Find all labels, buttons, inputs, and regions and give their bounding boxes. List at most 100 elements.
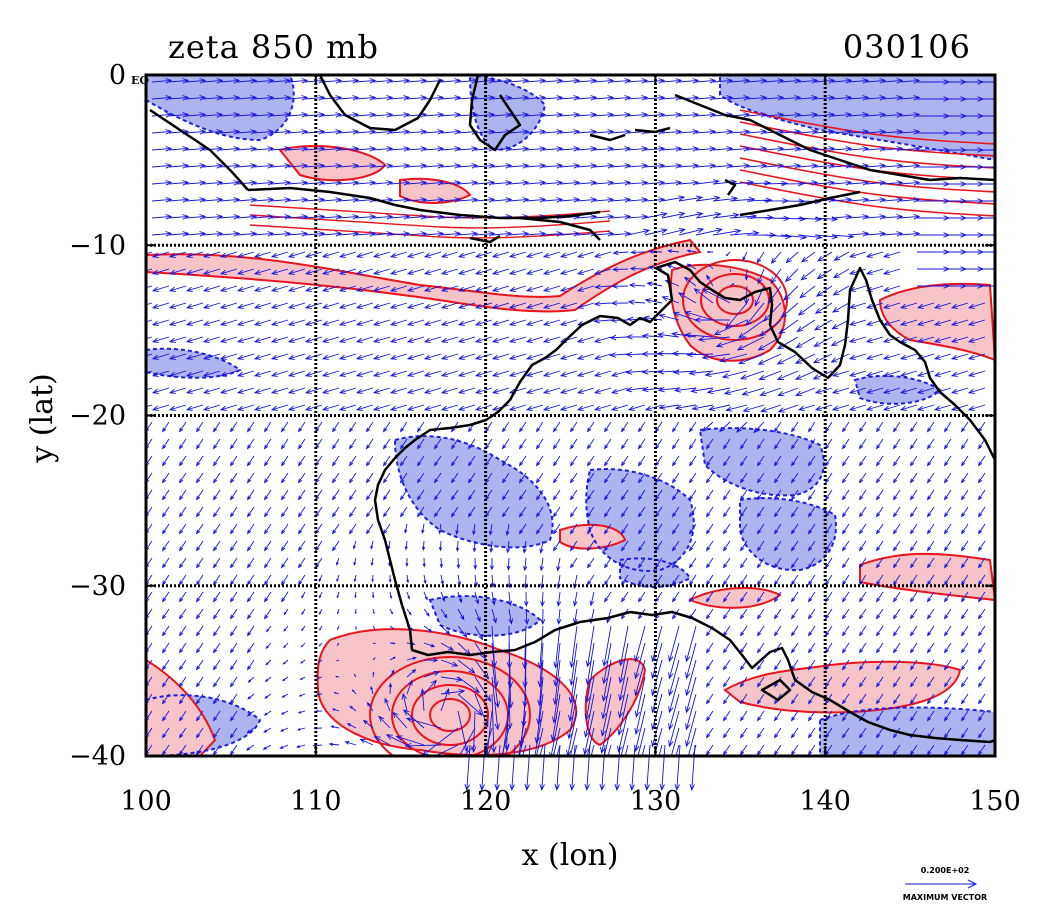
wind-vector xyxy=(355,370,374,377)
wind-vector xyxy=(668,642,680,680)
wind-vector xyxy=(753,421,765,434)
wind-vector xyxy=(705,591,714,603)
wind-vector xyxy=(168,163,190,169)
wind-vector xyxy=(773,506,782,518)
wind-vector xyxy=(372,370,391,377)
wind-vector xyxy=(467,455,476,467)
wind-vector xyxy=(338,404,357,411)
x-tick-label: 100 xyxy=(120,786,172,817)
wind-vector xyxy=(202,336,221,343)
wind-vector xyxy=(474,95,496,101)
wind-vector xyxy=(491,676,500,731)
wind-vector xyxy=(875,506,884,518)
wind-vector xyxy=(858,472,867,484)
wind-vector xyxy=(280,574,289,586)
wind-vector xyxy=(926,540,935,552)
wind-vector xyxy=(712,146,734,152)
wind-vector xyxy=(977,540,986,552)
wind-vector xyxy=(576,95,598,101)
y-tick-label: −20 xyxy=(69,401,126,432)
wind-vector xyxy=(967,370,986,377)
wind-vector xyxy=(584,676,595,721)
positive-contour xyxy=(249,214,611,229)
wind-vector xyxy=(406,668,417,678)
wind-vector xyxy=(280,591,289,603)
wind-vector xyxy=(372,163,394,169)
wind-vector xyxy=(287,370,306,377)
wind-vector xyxy=(458,727,476,756)
wind-vector xyxy=(399,489,408,501)
wind-vector xyxy=(705,659,714,671)
wind-vector xyxy=(609,334,629,341)
wind-vector xyxy=(535,421,544,433)
wind-vector xyxy=(909,472,918,484)
wind-vector xyxy=(620,540,629,552)
wind-vector xyxy=(372,251,391,258)
wind-vector xyxy=(178,642,187,654)
wind-vector xyxy=(599,744,606,791)
wind-vector xyxy=(797,404,816,411)
wind-vector xyxy=(627,112,649,118)
wind-vector xyxy=(814,95,836,101)
wind-vector xyxy=(943,642,952,654)
wind-vector xyxy=(229,642,238,654)
wind-vector xyxy=(270,353,289,360)
wind-vector xyxy=(950,387,969,394)
wind-vector xyxy=(246,642,255,654)
wind-vector xyxy=(943,438,952,450)
wind-vector xyxy=(576,146,598,152)
wind-vector xyxy=(219,214,241,220)
wind-vector xyxy=(686,249,697,253)
wind-vector xyxy=(678,195,704,202)
wind-vector xyxy=(627,78,649,84)
wind-vector xyxy=(178,659,187,671)
wind-vector xyxy=(858,540,867,552)
wind-vector xyxy=(773,608,782,620)
wind-vector xyxy=(926,608,935,620)
wind-vector xyxy=(304,387,323,394)
wind-vector xyxy=(508,353,527,360)
wind-vector xyxy=(651,676,663,714)
wind-vector xyxy=(151,285,170,292)
wind-vector xyxy=(629,266,646,272)
wind-vector xyxy=(467,489,476,501)
wind-vector xyxy=(899,78,921,84)
wind-vector xyxy=(678,211,704,219)
wind-vector xyxy=(739,574,748,586)
wind-vector xyxy=(270,336,289,343)
wind-vector xyxy=(321,353,340,360)
wind-vector xyxy=(331,438,340,450)
wind-vector xyxy=(584,744,591,791)
wind-vector xyxy=(372,657,376,661)
wind-vector xyxy=(348,506,357,518)
wind-vector xyxy=(559,197,581,203)
y-axis-label: y (lat) xyxy=(25,373,60,463)
wind-vector xyxy=(695,112,717,118)
wind-vector xyxy=(685,693,697,731)
wind-vector xyxy=(807,421,816,433)
wind-vector xyxy=(535,472,544,484)
wind-vector xyxy=(178,727,187,739)
wind-vector xyxy=(858,455,867,467)
wind-vector xyxy=(457,659,476,674)
wind-vector xyxy=(875,574,884,586)
wind-vector xyxy=(525,302,544,309)
wind-vector xyxy=(773,591,782,603)
negative-vorticity-region xyxy=(470,75,545,150)
wind-vector xyxy=(576,251,595,258)
positive-contour xyxy=(687,587,782,609)
wind-vector xyxy=(202,129,224,135)
wind-vector xyxy=(423,95,445,101)
wind-vector xyxy=(831,197,853,203)
wind-vector xyxy=(229,540,238,552)
wind-vector xyxy=(537,625,544,670)
wind-vector xyxy=(161,574,170,586)
wind-vector xyxy=(423,574,427,585)
wind-vector xyxy=(406,353,425,360)
wind-vector xyxy=(299,676,306,680)
wind-vector xyxy=(634,676,646,718)
wind-vector xyxy=(875,693,884,705)
wind-vector xyxy=(195,540,204,552)
coastline-segment xyxy=(589,133,626,142)
wind-vector xyxy=(892,676,901,688)
